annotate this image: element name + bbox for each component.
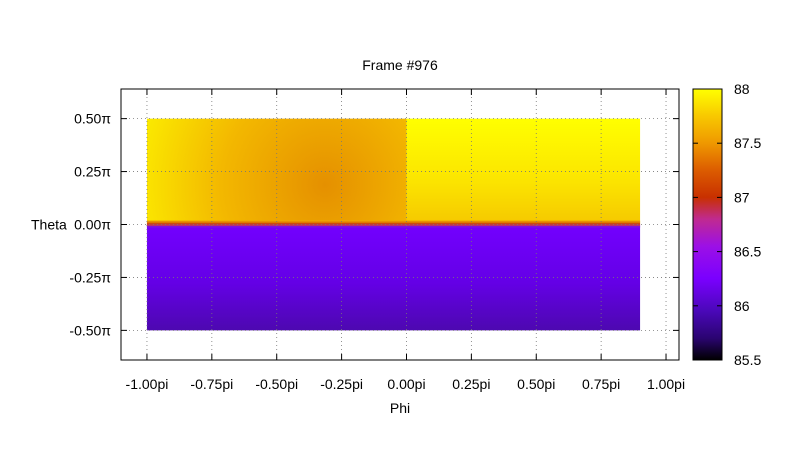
colorbar-frame <box>692 88 723 361</box>
x-tick-label: -0.75pi <box>190 376 233 392</box>
y-tick-label: -0.25π <box>69 269 111 285</box>
x-tick-label: 0.25pi <box>452 376 490 392</box>
colorbar-tick-label: 86 <box>734 298 750 314</box>
colorbar-tick-label: 87.5 <box>734 135 761 151</box>
heatmap-transition-band <box>146 223 641 225</box>
colorbar-tick-label: 85.5 <box>734 352 761 368</box>
heatmap-transition-band <box>146 226 641 228</box>
x-tick-label: 1.00pi <box>647 376 685 392</box>
x-tick-label: -0.50pi <box>255 376 298 392</box>
chart-title: Frame #976 <box>362 57 438 73</box>
x-tick-label: -1.00pi <box>126 376 169 392</box>
y-axis-ticks: 0.50π 0.25π 0.00π -0.25π -0.50π <box>69 111 679 338</box>
y-tick-label: 0.00π <box>74 217 111 233</box>
x-axis-ticks: -1.00pi -0.75pi -0.50pi -0.25pi 0.00pi 0.25pi… <box>126 89 685 392</box>
x-tick-label: -0.25pi <box>320 376 363 392</box>
heatmap-transition-band <box>146 220 641 223</box>
y-tick-label: 0.50π <box>74 111 111 127</box>
heatmap-transition-band <box>146 221 641 224</box>
heatmap-transition-band <box>146 224 641 227</box>
x-axis-label: Phi <box>390 400 410 416</box>
heatmap-region-upper-left <box>146 118 407 225</box>
colorbar-tick-label: 88 <box>734 81 750 97</box>
x-tick-label: 0.75pi <box>582 376 620 392</box>
y-tick-label: -0.50π <box>69 322 111 338</box>
grid-lines <box>121 89 679 360</box>
x-tick-label: 0.00pi <box>387 376 425 392</box>
colorbar-tick-label: 87 <box>734 189 750 205</box>
y-axis-label: Theta <box>31 217 67 233</box>
colorbar: 88 87.5 87 86.5 86 85.5 <box>692 81 761 368</box>
colorbar-tick-label: 86.5 <box>734 244 761 260</box>
y-tick-label: 0.25π <box>74 164 111 180</box>
colorbar-gradient <box>693 89 722 360</box>
x-tick-label: 0.50pi <box>517 376 555 392</box>
